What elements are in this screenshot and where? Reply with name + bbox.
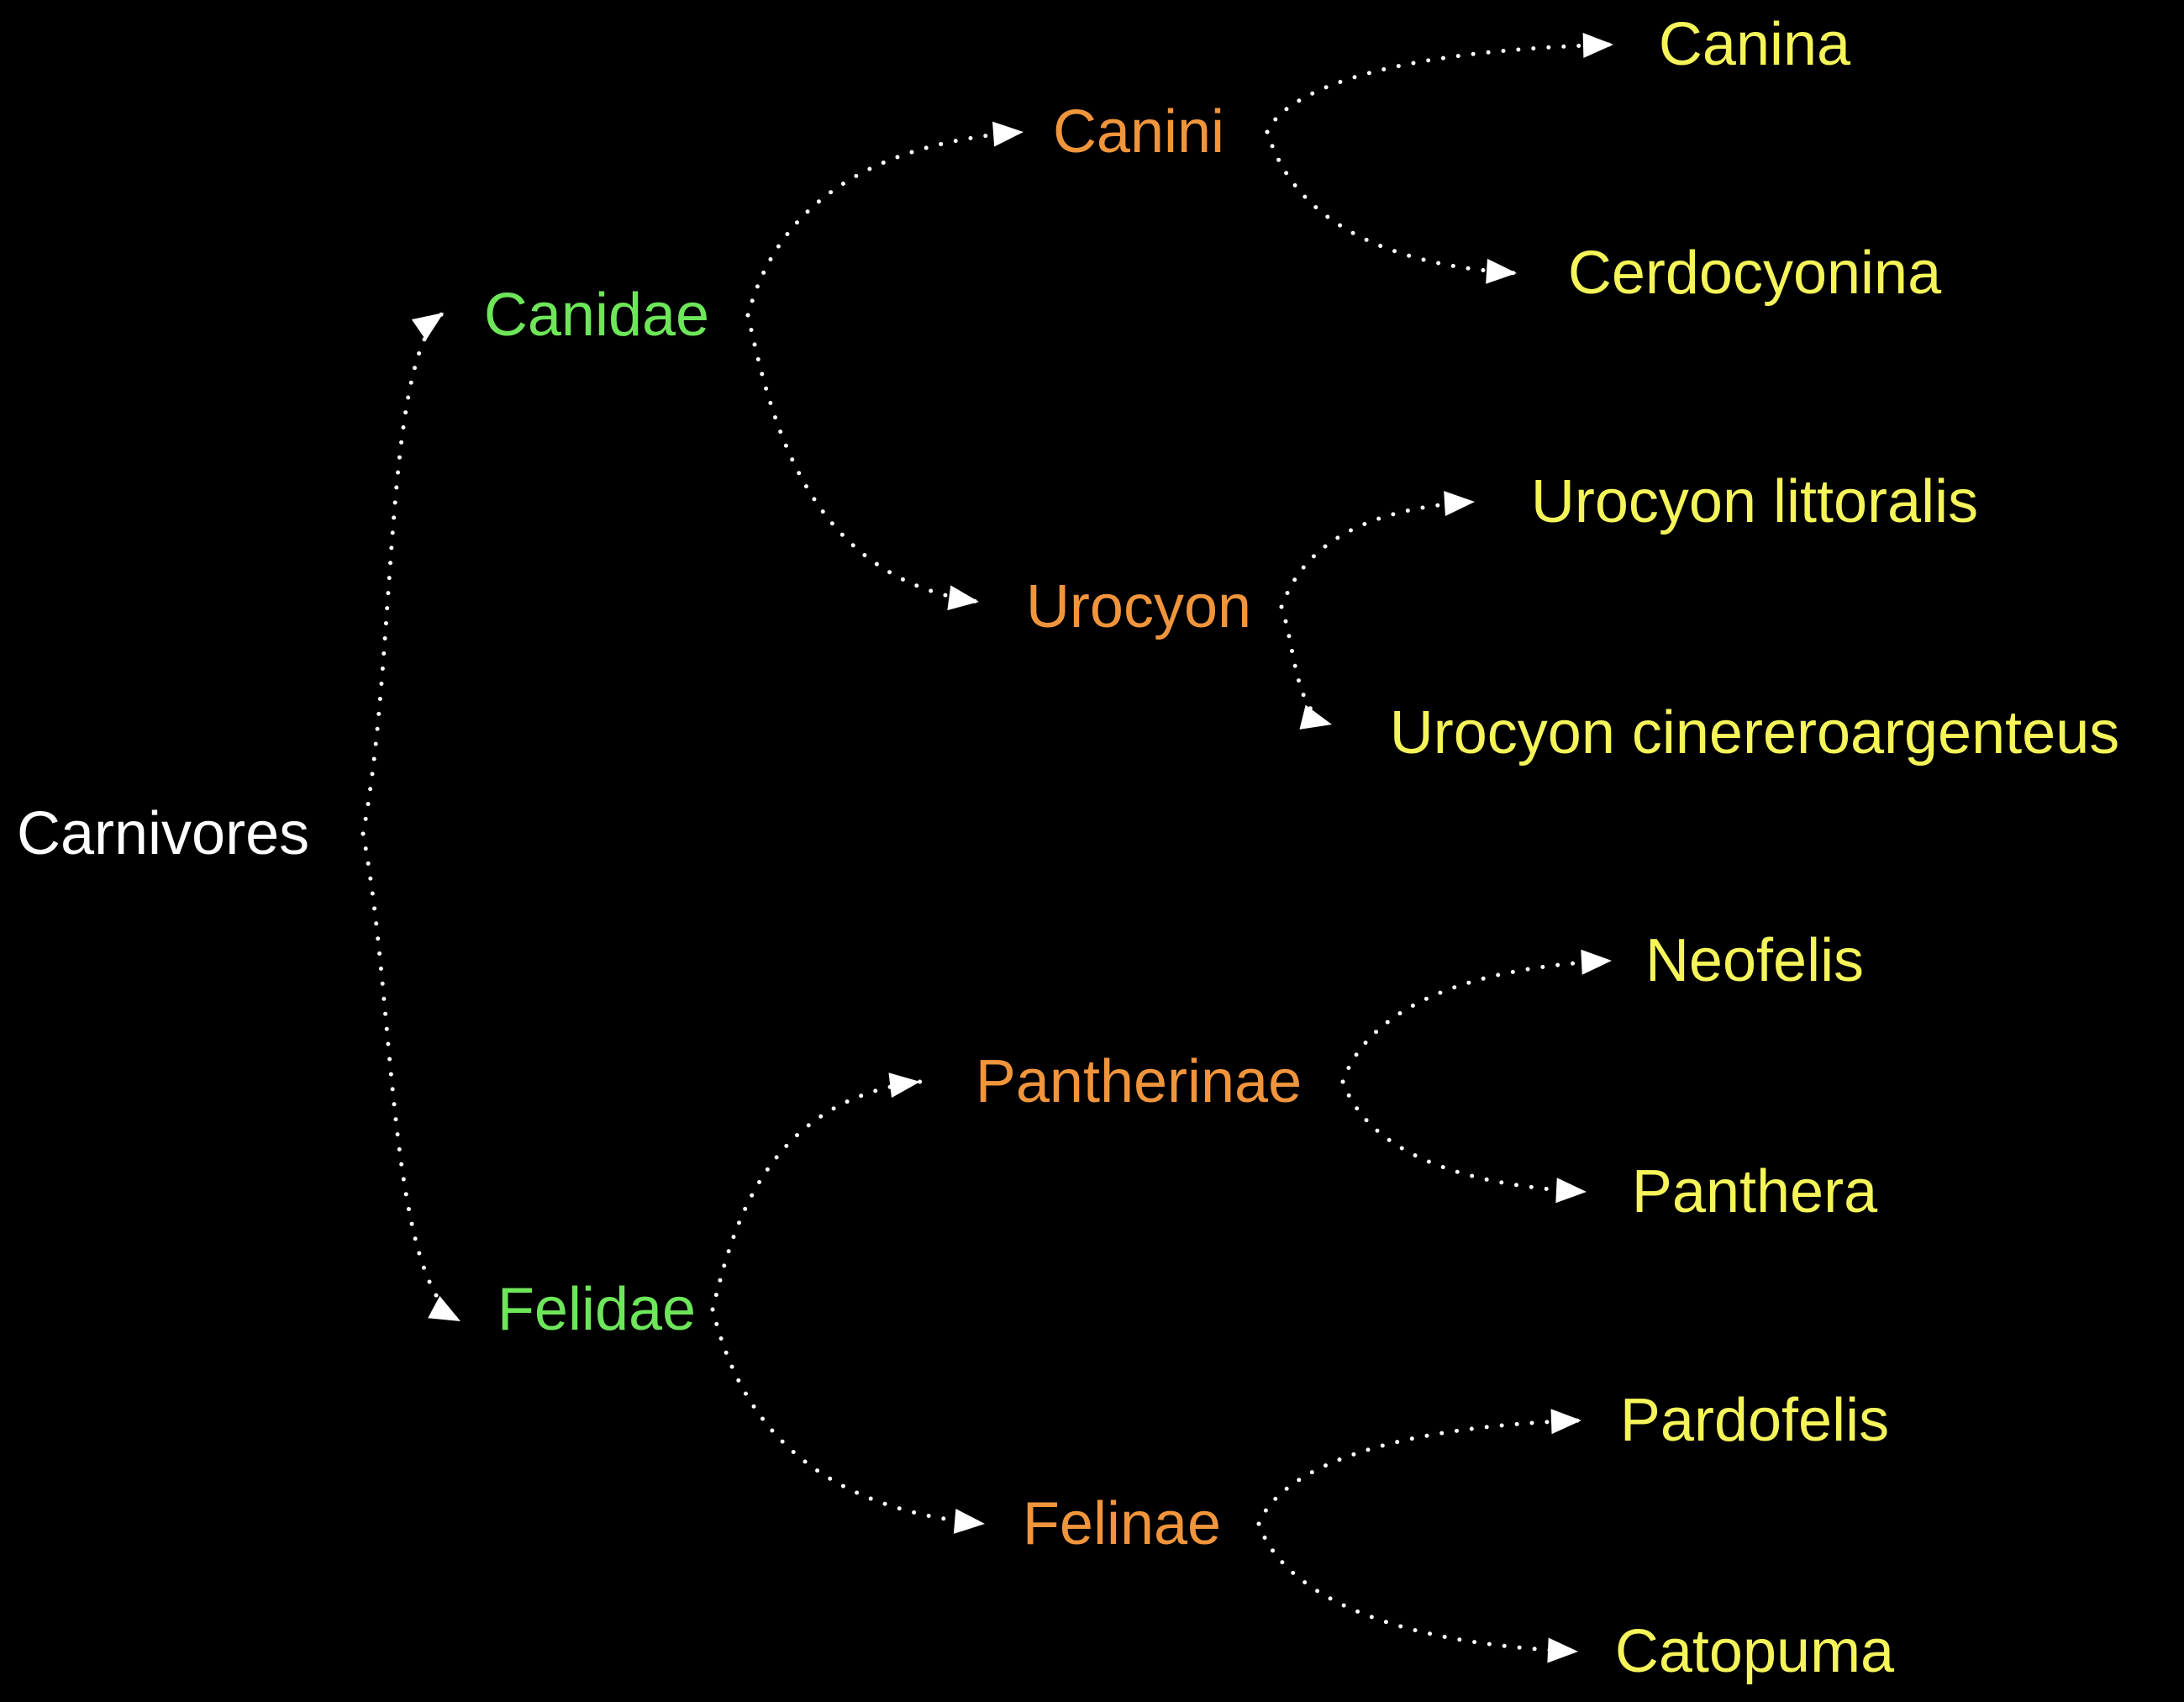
node-canidae: Canidae: [484, 282, 709, 349]
edge-felinae-catopuma: [1256, 1521, 1581, 1654]
node-pantherinae: Pantherinae: [976, 1048, 1302, 1115]
edge-canini-canina: [1265, 42, 1616, 134]
node-carnivores: Carnivores: [17, 800, 309, 867]
edge-canini-cerdocyonina: [1265, 129, 1519, 276]
node-neofelis: Neofelis: [1645, 927, 1864, 994]
node-panthera: Panthera: [1632, 1158, 1878, 1225]
edge-canidae-urocyon: [745, 313, 981, 604]
arrowhead-canini-canina: [1582, 32, 1613, 58]
arrowhead-felinae-pardofelis: [1550, 1409, 1581, 1435]
arrowhead-felidae-felinae: [953, 1509, 985, 1534]
node-cerdocyonina: Cerdocyonina: [1568, 240, 1942, 307]
node-canina: Canina: [1659, 11, 1851, 78]
edge-felidae-felinae: [710, 1307, 987, 1526]
arrowhead-canini-cerdocyonina: [1486, 258, 1517, 284]
node-urocyon: Urocyon: [1026, 573, 1251, 640]
edge-felinae-pardofelis: [1256, 1418, 1584, 1526]
arrowhead-pantherinae-panthera: [1555, 1178, 1587, 1204]
arrowhead-canidae-urocyon: [947, 585, 979, 611]
edge-carnivores-felidae: [360, 831, 463, 1324]
edge-felidae-pantherinae: [710, 1079, 923, 1312]
edge-pantherinae-panthera: [1340, 1079, 1589, 1194]
node-catopuma: Catopuma: [1615, 1618, 1895, 1685]
edge-carnivores-canidae: [360, 310, 446, 836]
node-pardofelis: Pardofelis: [1620, 1387, 1889, 1454]
node-canini: Canini: [1053, 98, 1224, 166]
edge-urocyon-urocyon-littoralis: [1279, 499, 1477, 609]
tree-labels: Carnivores Canidae Canini Canina Cerdocyonin…: [17, 11, 2119, 1685]
arrowhead-carnivores-canidae: [411, 313, 444, 340]
edge-pantherinae-neofelis: [1340, 958, 1614, 1084]
arrowhead-carnivores-felidae: [428, 1295, 460, 1321]
arrowhead-canidae-canini: [992, 121, 1024, 147]
arrowhead-pantherinae-neofelis: [1581, 949, 1612, 975]
node-felidae: Felidae: [497, 1276, 696, 1343]
arrowhead-urocyon-urocyon-littoralis: [1444, 491, 1475, 517]
arrowhead-felidae-pantherinae: [888, 1072, 920, 1099]
arrowhead-urocyon-urocyon-cinereoargenteus: [1299, 704, 1332, 730]
edge-canidae-canini: [745, 129, 1026, 318]
node-felinae: Felinae: [1023, 1490, 1221, 1557]
tree-edges: [360, 32, 1616, 1663]
node-urocyon-cinereoargenteus: Urocyon cinereroargenteus: [1390, 699, 2119, 767]
arrowhead-felinae-catopuma: [1547, 1637, 1578, 1663]
node-urocyon-littoralis: Urocyon littoralis: [1531, 468, 1978, 535]
